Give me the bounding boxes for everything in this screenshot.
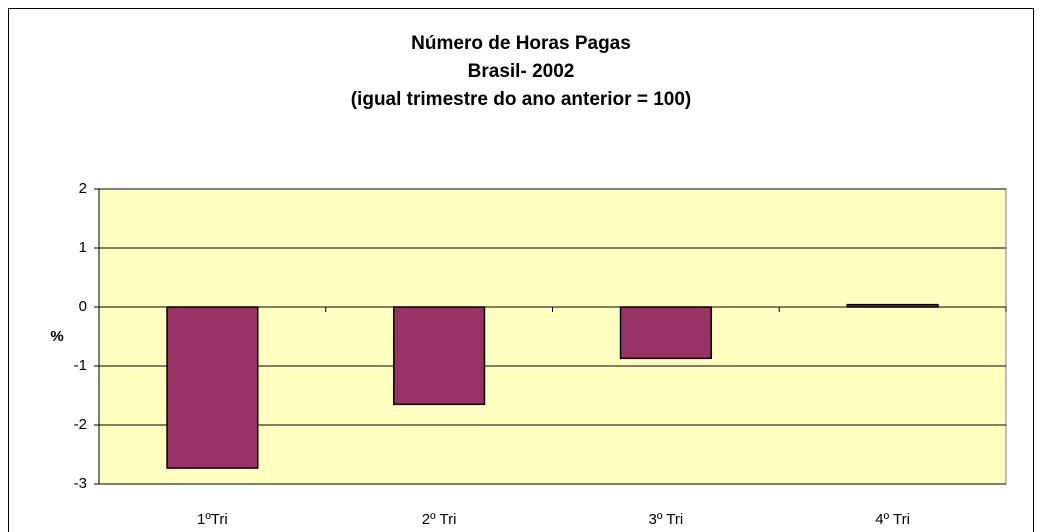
y-tick-label: 1: [79, 239, 87, 256]
y-axis-label: %: [50, 328, 63, 345]
bar: [846, 303, 939, 308]
y-tick-label: -1: [74, 357, 87, 374]
chart-subtitle: Brasil- 2002: [468, 61, 575, 82]
bar: [619, 306, 712, 360]
y-tick-label: 0: [79, 298, 87, 315]
x-tick-label: 2º Tri: [422, 511, 457, 528]
y-tick-label: -2: [74, 416, 87, 433]
y-tick-label: -3: [74, 475, 87, 492]
x-tick-label: 4º Tri: [875, 511, 910, 528]
bar: [166, 306, 259, 469]
x-tick-label: 3º Tri: [649, 511, 684, 528]
x-tick-label: 1ºTri: [197, 511, 228, 528]
y-tick-label: 2: [79, 180, 87, 197]
bar: [393, 306, 486, 406]
chart-note: (igual trimestre do ano anterior = 100): [351, 89, 692, 110]
chart-title: Número de Horas Pagas: [411, 33, 631, 54]
